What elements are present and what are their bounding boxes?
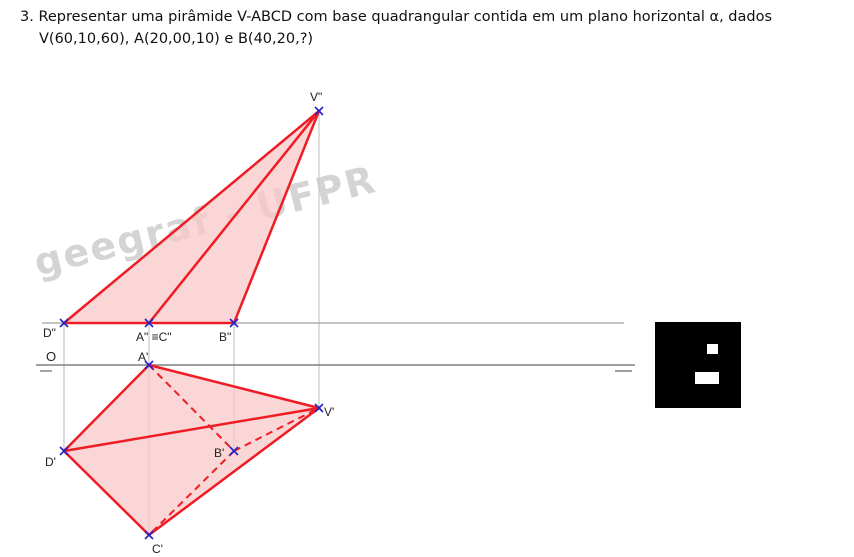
marker-a1 [144, 360, 154, 370]
marker-a2c2 [144, 318, 154, 328]
marker-d2 [59, 318, 69, 328]
label-v2: V" [310, 90, 322, 104]
edge-a1-b1-hidden [148, 364, 235, 452]
vertical-projection [62, 109, 321, 325]
plan-visible-edges [62, 363, 321, 537]
edge-v2-a2c2 [147, 109, 321, 325]
edge-d1-v1 [62, 406, 321, 453]
edge-a1-v1 [147, 363, 321, 410]
edge-v2-d2 [62, 109, 321, 325]
point-markers [59, 106, 324, 540]
label-v1: V' [324, 405, 334, 419]
plan-hidden-edges [148, 364, 320, 536]
qr-code [655, 322, 741, 408]
marker-c1 [144, 530, 154, 540]
marker-b1 [229, 446, 239, 456]
horizontal-projection [62, 363, 321, 537]
label-d2: D" [43, 326, 56, 340]
label-b2: B" [219, 330, 231, 344]
edge-v2-b2 [232, 109, 321, 325]
marker-v2 [314, 106, 324, 116]
qr-code-background [655, 322, 741, 408]
edge-d1-c1 [62, 449, 151, 537]
edge-a1-d1 [62, 363, 151, 453]
label-c1: C' [152, 542, 163, 556]
marker-v1 [314, 403, 324, 413]
ground-line [36, 364, 635, 372]
plan-face [64, 365, 319, 535]
label-a2c2: A" ≡C" [136, 330, 172, 344]
marker-b2 [229, 318, 239, 328]
qr-code-module-top [707, 344, 718, 354]
problem-line-1: 3. Representar uma pirâmide V-ABCD com b… [20, 9, 773, 25]
label-origin: O [46, 349, 56, 364]
point-labels: V" D" A" ≡C" B" O A' V' D' B' C' [43, 90, 334, 556]
problem-line-2: V(60,10,60), A(20,00,10) e B(40,20,?) [39, 31, 314, 47]
edge-b1-v1-hidden [233, 407, 320, 452]
elevation-edges [62, 109, 321, 325]
label-b1: B' [214, 446, 224, 460]
edge-c1-v1-outline [147, 406, 321, 537]
marker-d1 [59, 446, 69, 456]
edge-b1-c1-hidden [148, 450, 235, 536]
label-d1: D' [45, 455, 56, 469]
problem-statement: 3. Representar uma pirâmide V-ABCD com b… [20, 6, 800, 50]
label-a1: A' [138, 350, 148, 364]
qr-code-module-bottom [695, 372, 719, 384]
